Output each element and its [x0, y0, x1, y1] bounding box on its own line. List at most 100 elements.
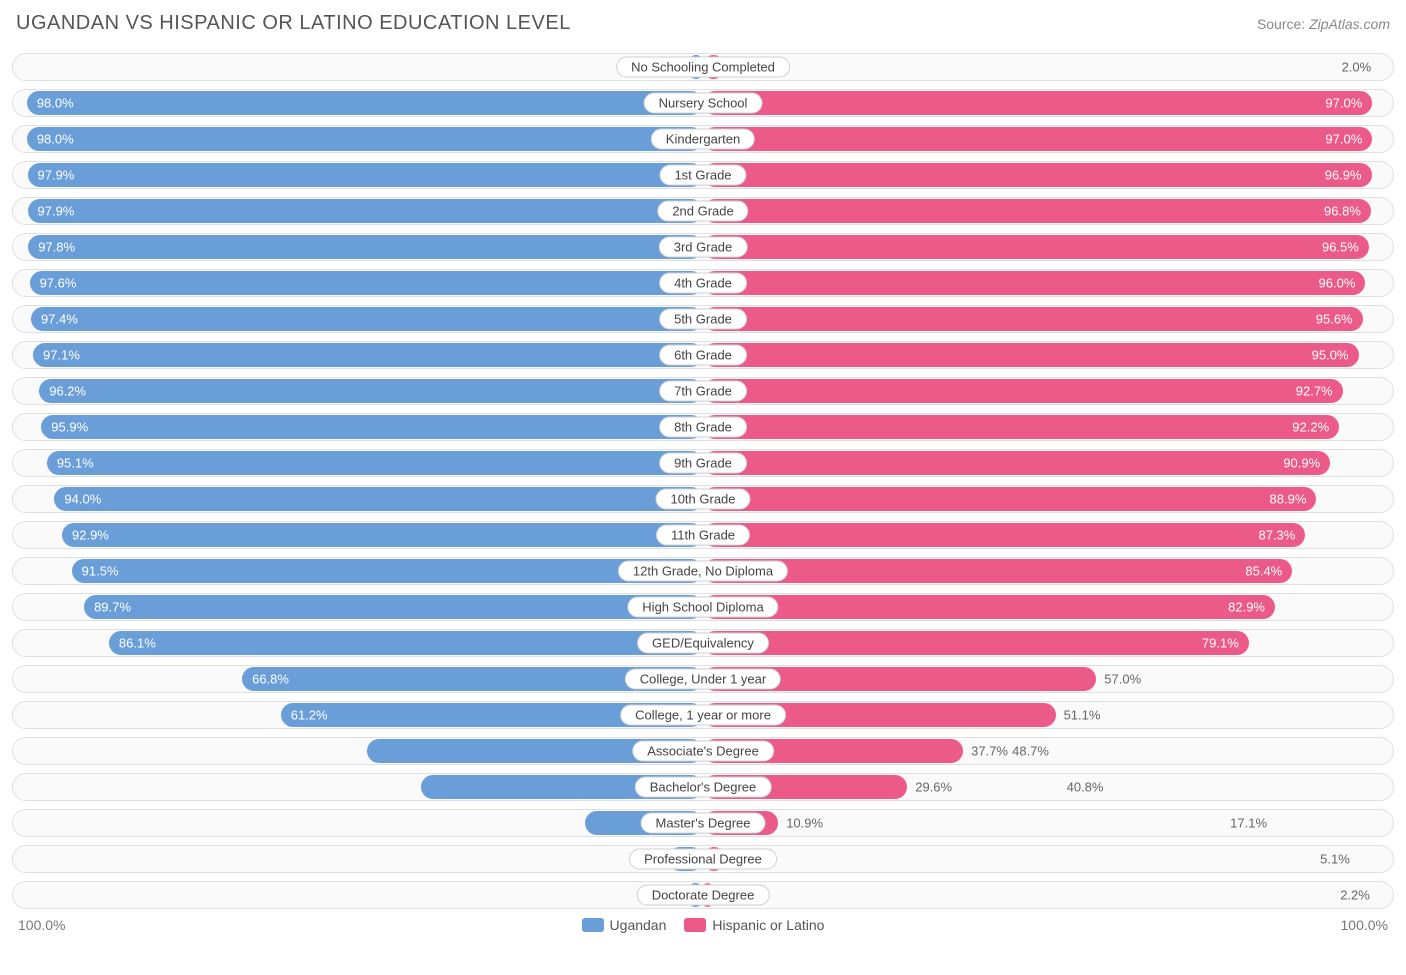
- source-value: ZipAtlas.com: [1309, 16, 1390, 32]
- chart-row: 97.9%96.8%2nd Grade: [12, 197, 1394, 225]
- bar-left: 98.0%: [27, 91, 703, 115]
- bar-value-left: 97.8%: [38, 240, 75, 255]
- chart-source: Source: ZipAtlas.com: [1257, 16, 1390, 32]
- bar-left: 97.9%: [28, 163, 704, 187]
- bar-value-right: 57.0%: [1104, 672, 1141, 687]
- bar-value-left: 95.1%: [57, 456, 94, 471]
- bar-value-left: 89.7%: [94, 600, 131, 615]
- chart-row: 92.9%87.3%11th Grade: [12, 521, 1394, 549]
- bar-value-left: 91.5%: [82, 564, 119, 579]
- chart-row: 66.8% 57.0% College, Under 1 year: [12, 665, 1394, 693]
- category-label: 4th Grade: [659, 273, 747, 294]
- category-label: 7th Grade: [659, 381, 747, 402]
- bar-right: 85.4%: [703, 559, 1292, 583]
- bar-left: 91.5%: [72, 559, 703, 583]
- bar-left: 97.8%: [28, 235, 703, 259]
- chart-row: 17.1%10.9%Master's Degree: [12, 809, 1394, 837]
- bar-value-right: 82.9%: [1228, 600, 1265, 615]
- category-label: Master's Degree: [641, 813, 766, 834]
- category-label: Doctorate Degree: [637, 885, 770, 906]
- chart-row: 97.4% 95.6% 5th Grade: [12, 305, 1394, 333]
- category-label: College, Under 1 year: [625, 669, 781, 690]
- chart-row: 97.8% 96.5% 3rd Grade: [12, 233, 1394, 261]
- category-label: No Schooling Completed: [616, 57, 790, 78]
- bar-value-right: 79.1%: [1202, 636, 1239, 651]
- bar-value-left: 97.1%: [43, 348, 80, 363]
- bar-value-right: 92.7%: [1296, 384, 1333, 399]
- chart-row: 61.2%51.1%College, 1 year or more: [12, 701, 1394, 729]
- chart-row: 89.7% 82.9% High School Diploma: [12, 593, 1394, 621]
- bar-right: 97.0%: [703, 91, 1372, 115]
- bar-value-right: 96.9%: [1325, 168, 1362, 183]
- chart-row: 2.2%1.3%Doctorate Degree: [12, 881, 1394, 909]
- legend-label-left: Ugandan: [610, 917, 667, 933]
- chart-row: 95.1% 90.9% 9th Grade: [12, 449, 1394, 477]
- legend-swatch-left: [582, 918, 604, 932]
- chart-legend: Ugandan Hispanic or Latino: [582, 917, 825, 933]
- bar-right: 88.9%: [703, 487, 1316, 511]
- bar-value-left: 96.2%: [49, 384, 86, 399]
- bar-left: 97.9%: [28, 199, 704, 223]
- bar-value-right: 29.6%: [915, 780, 952, 795]
- bar-value-left: 61.2%: [291, 708, 328, 723]
- bar-value-right: 85.4%: [1245, 564, 1282, 579]
- bar-value-left: 95.9%: [51, 420, 88, 435]
- category-label: 9th Grade: [659, 453, 747, 474]
- category-label: 6th Grade: [659, 345, 747, 366]
- bar-value-left: 86.1%: [119, 636, 156, 651]
- chart-row: 98.0%97.0%Nursery School: [12, 89, 1394, 117]
- bar-value-left: 66.8%: [252, 672, 289, 687]
- bar-left: 89.7%: [84, 595, 703, 619]
- category-label: Associate's Degree: [632, 741, 774, 762]
- bar-value-right: 96.0%: [1319, 276, 1356, 291]
- chart-row: 5.1%3.2%Professional Degree: [12, 845, 1394, 873]
- bar-right: 95.0%: [703, 343, 1359, 367]
- bar-value-right: 96.5%: [1322, 240, 1359, 255]
- category-label: 3rd Grade: [659, 237, 748, 258]
- bar-right: 82.9%: [703, 595, 1275, 619]
- source-label: Source:: [1257, 16, 1305, 32]
- legend-label-right: Hispanic or Latino: [712, 917, 824, 933]
- chart-row: 97.1% 95.0% 6th Grade: [12, 341, 1394, 369]
- bar-value-right: 10.9%: [786, 816, 823, 831]
- category-label: 2nd Grade: [657, 201, 748, 222]
- chart-row: 2.0%3.0%No Schooling Completed: [12, 53, 1394, 81]
- bar-right: 96.5%: [703, 235, 1369, 259]
- bar-value-right: 95.0%: [1312, 348, 1349, 363]
- bar-value-left: 97.4%: [41, 312, 78, 327]
- bar-left: 97.1%: [33, 343, 703, 367]
- category-label: 5th Grade: [659, 309, 747, 330]
- category-label: 10th Grade: [655, 489, 750, 510]
- chart-header: UGANDAN VS HISPANIC OR LATINO EDUCATION …: [12, 12, 1394, 35]
- bar-right: 92.7%: [703, 379, 1343, 403]
- bar-right: 92.2%: [703, 415, 1339, 439]
- chart-row: 98.0%97.0%Kindergarten: [12, 125, 1394, 153]
- bar-value-right: 95.6%: [1316, 312, 1353, 327]
- category-label: 8th Grade: [659, 417, 747, 438]
- chart-title: UGANDAN VS HISPANIC OR LATINO EDUCATION …: [16, 12, 571, 35]
- category-label: GED/Equivalency: [637, 633, 769, 654]
- chart-row: 96.2% 92.7% 7th Grade: [12, 377, 1394, 405]
- bar-value-left: 98.0%: [37, 132, 74, 147]
- chart-footer: 100.0% Ugandan Hispanic or Latino 100.0%: [12, 917, 1394, 933]
- bar-value-left: 94.0%: [64, 492, 101, 507]
- bar-value-right: 37.7%: [971, 744, 1008, 759]
- category-label: Professional Degree: [629, 849, 777, 870]
- chart-row: 97.9%96.9%1st Grade: [12, 161, 1394, 189]
- bar-value-left: 97.6%: [40, 276, 77, 291]
- bar-right: 96.9%: [703, 163, 1372, 187]
- category-label: High School Diploma: [627, 597, 778, 618]
- chart-row: 94.0% 88.9% 10th Grade: [12, 485, 1394, 513]
- bar-value-right: 90.9%: [1283, 456, 1320, 471]
- bar-left: 97.6%: [30, 271, 703, 295]
- bar-value-left: 92.9%: [72, 528, 109, 543]
- chart-row: 95.9% 92.2%8th Grade: [12, 413, 1394, 441]
- chart-row: 86.1% 79.1% GED/Equivalency: [12, 629, 1394, 657]
- bar-value-right: 88.9%: [1270, 492, 1307, 507]
- category-label: Nursery School: [644, 93, 763, 114]
- bar-right: 96.0%: [703, 271, 1365, 295]
- legend-swatch-right: [684, 918, 706, 932]
- bar-left: 94.0%: [54, 487, 703, 511]
- category-label: 11th Grade: [656, 525, 750, 546]
- bar-value-right: 51.1%: [1064, 708, 1101, 723]
